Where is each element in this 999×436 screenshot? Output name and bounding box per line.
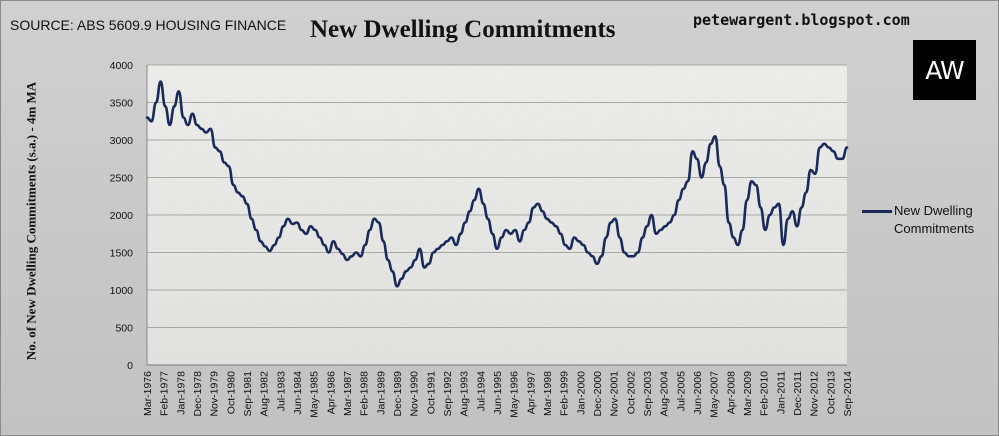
y-tick-label: 2000 <box>110 210 134 222</box>
x-tick-label: Jan-1989 <box>375 371 387 415</box>
y-tick-label: 3000 <box>110 135 134 147</box>
x-tick-label: Apr-1986 <box>325 371 337 414</box>
x-tick-label: Jul-1983 <box>275 371 287 411</box>
x-tick-label: May-1985 <box>309 371 321 418</box>
x-tick-label: Apr-2008 <box>725 371 737 414</box>
y-tick-labels: 0 500 1000 1500 2000 2500 3000 3500 4000 <box>110 60 134 372</box>
x-tick-label: Oct-2002 <box>625 371 637 414</box>
x-tick-label: Oct-1980 <box>225 371 237 414</box>
x-tick-label: Jun-2006 <box>692 371 704 415</box>
x-tick-label: Mar-1976 <box>142 371 154 416</box>
x-tick-label: Feb-1988 <box>359 371 371 416</box>
x-tick-label: Jun-1984 <box>292 371 304 415</box>
x-tick-label: Sep-1981 <box>242 371 254 417</box>
x-tick-label: Feb-1999 <box>559 371 571 416</box>
x-tick-label: Aug-1982 <box>259 371 271 417</box>
x-tick-label: Apr-1997 <box>525 371 537 414</box>
x-tick-label: Jul-1994 <box>475 371 487 411</box>
x-tick-label: Dec-2011 <box>792 371 804 416</box>
x-tick-label: Mar-1987 <box>342 371 354 416</box>
x-tick-label: Nov-2012 <box>809 371 821 417</box>
legend-swatch <box>862 210 892 213</box>
x-tick-label: Jun-1995 <box>492 371 504 415</box>
x-tick-label: May-1996 <box>509 371 521 418</box>
y-tick-label: 500 <box>115 323 133 335</box>
y-tick-label: 3500 <box>110 98 134 110</box>
x-tick-label: Aug-1993 <box>459 371 471 417</box>
blog-url: petewargent.blogspot.com <box>693 11 910 29</box>
x-tick-label: Jul-2005 <box>675 371 687 411</box>
x-tick-label: Oct-2013 <box>825 371 837 414</box>
y-tick-label: 1000 <box>110 285 134 297</box>
x-tick-label: Jan-1978 <box>175 371 187 415</box>
y-tick-label: 0 <box>127 360 133 372</box>
y-tick-label: 4000 <box>110 60 134 72</box>
x-tick-label: Sep-1992 <box>442 371 454 417</box>
x-tick-label: Jan-2011 <box>775 371 787 414</box>
x-tick-label: Sep-2003 <box>642 371 654 417</box>
x-tick-label: Sep-2014 <box>842 371 854 417</box>
chart-title: New Dwelling Commitments <box>310 16 616 43</box>
series-line-new-dwelling-commitments <box>145 80 849 288</box>
x-tick-label: Oct-1991 <box>425 371 437 414</box>
x-tick-label: Dec-1978 <box>192 371 204 417</box>
x-tick-label: Nov-1979 <box>209 371 221 417</box>
x-tick-label: Dec-2000 <box>592 371 604 417</box>
y-tick-label: 2500 <box>110 173 134 185</box>
legend-label: New Dwelling Commitments <box>894 203 975 236</box>
y-tick-label: 1500 <box>110 248 134 260</box>
aw-logo: AW <box>913 40 976 100</box>
x-tick-label: Mar-2009 <box>742 371 754 416</box>
x-tick-label: Nov-2001 <box>609 371 621 417</box>
x-tick-label: Mar-1998 <box>542 371 554 416</box>
source-note: SOURCE: ABS 5609.9 HOUSING FINANCE <box>10 17 287 33</box>
x-tick-labels: Mar-1976 Feb-1977 Jan-1978 Dec-1978 Nov-1979… <box>142 371 854 418</box>
grid-lines <box>146 64 847 366</box>
x-tick-label: Aug-2004 <box>659 371 671 417</box>
x-tick-label: Dec-1989 <box>392 371 404 417</box>
aw-logo-text: AW <box>925 55 964 85</box>
x-tick-label: Feb-2010 <box>759 371 771 416</box>
x-tick-label: Feb-1977 <box>159 371 171 416</box>
x-tick-label: Jan-2000 <box>575 371 587 415</box>
x-tick-label: Nov-1990 <box>409 371 421 417</box>
x-tick-label: May-2007 <box>709 371 721 418</box>
